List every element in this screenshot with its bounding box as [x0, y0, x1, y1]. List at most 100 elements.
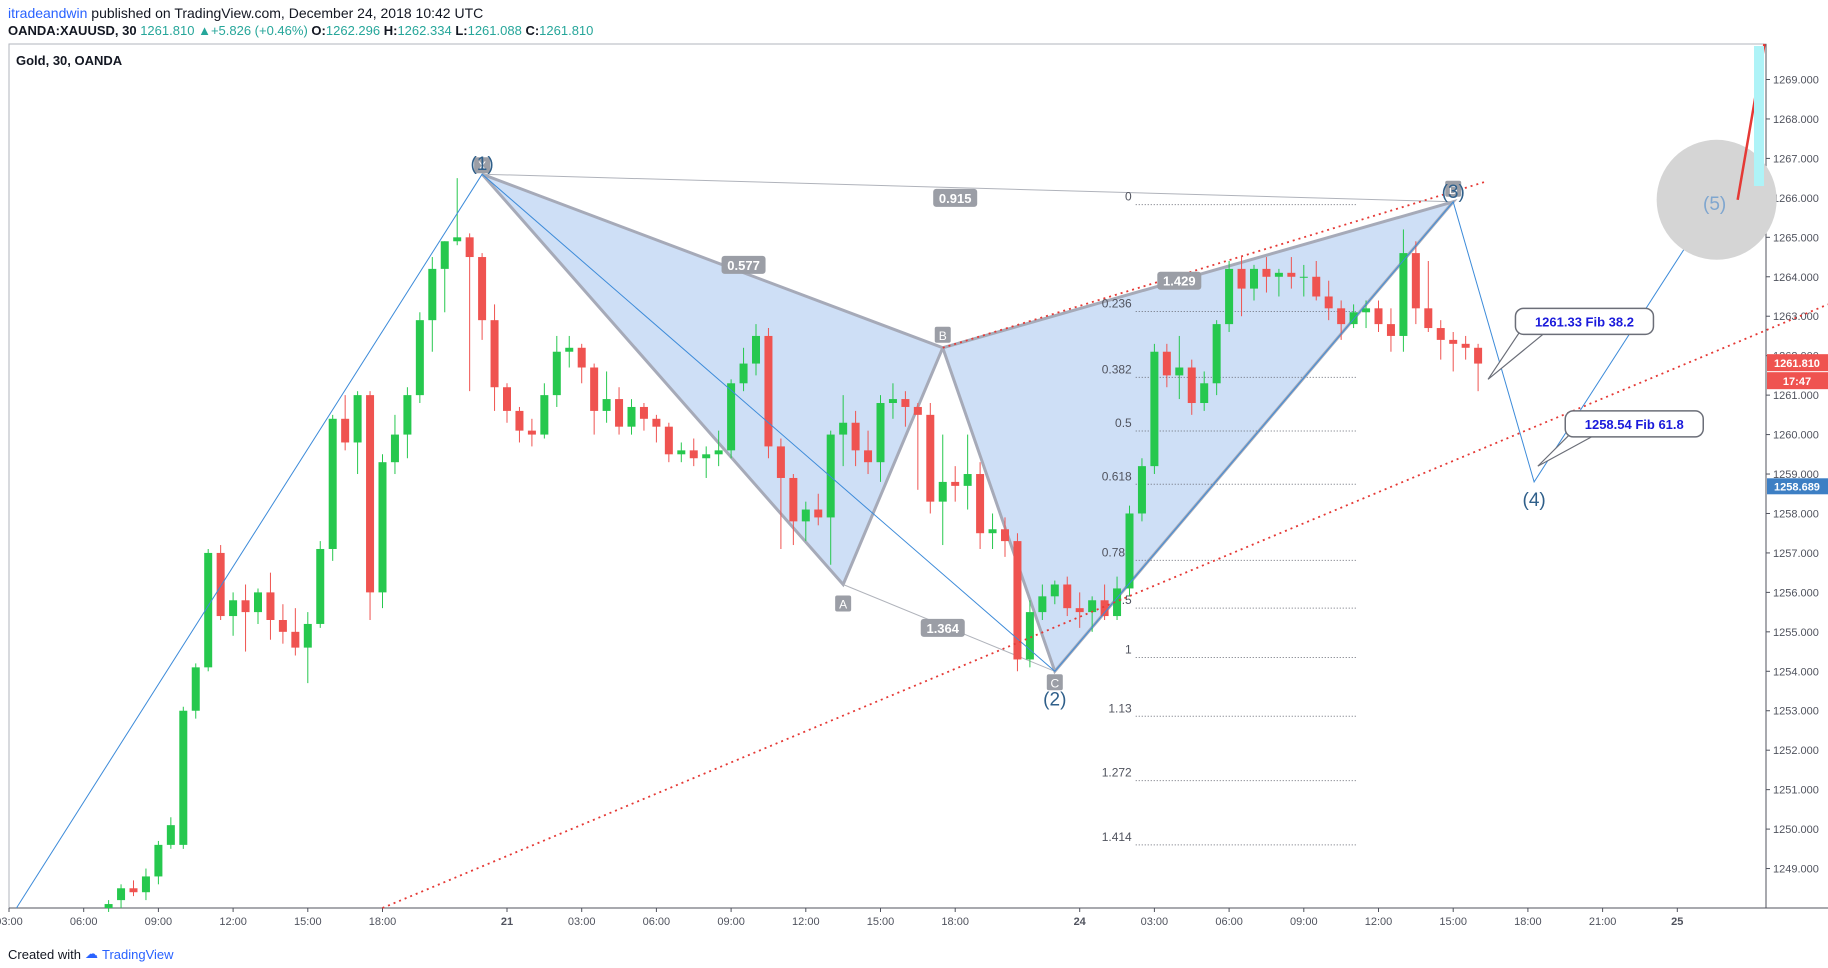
candle-body [1262, 268, 1271, 277]
x-tick-label: 09:00 [1290, 916, 1318, 928]
candle-body [1200, 383, 1209, 404]
symbol-quote: OANDA:XAUUSD, 30 1261.810 ▲+5.826 (+0.46… [8, 22, 593, 40]
candle-body [826, 434, 835, 518]
y-tick-label: 1254.000 [1773, 666, 1819, 678]
fib-callout: 1261.33 Fib 38.2 [1487, 307, 1655, 380]
x-tick-label: 15:00 [867, 916, 895, 928]
low-value: 1261.088 [467, 23, 522, 38]
pattern-ratio: 0.577 [721, 255, 766, 274]
pattern-ratio-badge [920, 618, 965, 637]
y-tick-label: 1267.000 [1773, 153, 1819, 165]
candle-body [328, 418, 337, 549]
fib-callout: 1258.54 Fib 61.8 [1537, 410, 1704, 467]
x-tick-label: 09:00 [145, 916, 173, 928]
pattern-ratio-label: 0.577 [727, 258, 760, 273]
candle-body [1063, 584, 1072, 609]
author-link[interactable]: itradeandwin [8, 5, 88, 21]
x-tick-label: 03:00 [568, 916, 596, 928]
pattern-point-x: X [474, 157, 491, 174]
fib-level-label: 1.414 [1102, 830, 1132, 844]
fib-callout-label: 1261.33 Fib 38.2 [1535, 314, 1634, 329]
fib-level-label: 0.236 [1102, 296, 1132, 310]
candle-body [739, 363, 748, 384]
candle-body [490, 320, 499, 388]
candle-body [1187, 367, 1196, 404]
fib-callout-label: 1258.54 Fib 61.8 [1585, 417, 1684, 432]
candle-body [141, 876, 150, 893]
candle-body [503, 387, 511, 411]
candle-body [1424, 308, 1433, 329]
candle-body [1362, 308, 1371, 313]
x-tick-label: 12:00 [219, 916, 247, 928]
candle-body [1399, 253, 1408, 336]
candle-body [204, 552, 213, 668]
y-tick-label: 1252.000 [1773, 745, 1819, 757]
candle-body [1449, 339, 1458, 344]
fib-level-label: 0.618 [1102, 469, 1132, 483]
candle-body [191, 667, 200, 711]
candle-body [976, 474, 985, 534]
candle-body [366, 395, 375, 593]
candle-body [677, 450, 686, 455]
candle-body [1411, 253, 1420, 309]
y-tick-label: 1250.000 [1773, 824, 1819, 836]
candle-body [627, 406, 636, 427]
pattern-point-c: C [1046, 674, 1063, 691]
candle-body [577, 347, 586, 368]
low-label: L: [455, 23, 468, 38]
candle-body [913, 406, 922, 415]
candle-body [465, 237, 474, 258]
last-price-tag [1767, 354, 1828, 372]
x-tick-label: 03:00 [0, 916, 23, 928]
candle-body [1113, 588, 1122, 617]
candle-body [104, 904, 113, 908]
candle-body [1374, 308, 1383, 325]
fib-level-label: 1.13 [1108, 701, 1132, 715]
fib-level-label: 0.382 [1102, 362, 1132, 376]
candle-body [789, 477, 798, 522]
candle-body [415, 320, 424, 396]
candle-body [1237, 268, 1246, 289]
x-tick-label: 12:00 [1365, 916, 1393, 928]
fib-callout-box [1514, 307, 1655, 336]
candle-body [540, 395, 549, 435]
candle-body [478, 257, 487, 321]
candle-body [117, 888, 126, 901]
tradingview-brand[interactable]: TradingView [101, 946, 174, 962]
level-tag [1767, 478, 1828, 495]
pattern-point-badge [1046, 674, 1063, 691]
candle-body [1125, 513, 1134, 589]
candle-body [1337, 308, 1346, 325]
last-price: 1261.810 [140, 23, 195, 38]
y-tick-label: 1265.000 [1773, 232, 1819, 244]
pattern-point-label: X [478, 159, 486, 173]
x-tick-label: 24 [1074, 916, 1087, 928]
candle-body [166, 825, 175, 845]
resistance-trendline [942, 181, 1485, 349]
close-value: 1261.810 [539, 23, 594, 38]
candle-body [714, 450, 723, 455]
pattern-ratio-label: 1.364 [926, 621, 959, 636]
y-tick-label: 1268.000 [1773, 114, 1819, 126]
candle-body [291, 631, 300, 648]
candle-body [1225, 268, 1234, 325]
y-tick-label: 1253.000 [1773, 706, 1819, 718]
candle-body [1349, 312, 1358, 325]
countdown-tag [1767, 372, 1828, 390]
y-tick-label: 1258.000 [1773, 508, 1819, 520]
candle-body [266, 592, 275, 620]
elliott-wave-label: (3) [1442, 182, 1465, 203]
candle-body [814, 509, 823, 518]
pattern-point-badge [934, 326, 951, 343]
pattern-point-label: A [839, 597, 847, 611]
pattern-ratio-label: 0.915 [939, 191, 972, 206]
candle-body [689, 450, 698, 459]
candle-body [1250, 268, 1258, 289]
candle-body [876, 403, 885, 463]
change-arrow-icon: ▲ [198, 23, 211, 38]
candle-body [353, 395, 362, 443]
candle-body [1274, 272, 1283, 277]
candle-body [241, 600, 250, 613]
candle-body [727, 383, 736, 451]
